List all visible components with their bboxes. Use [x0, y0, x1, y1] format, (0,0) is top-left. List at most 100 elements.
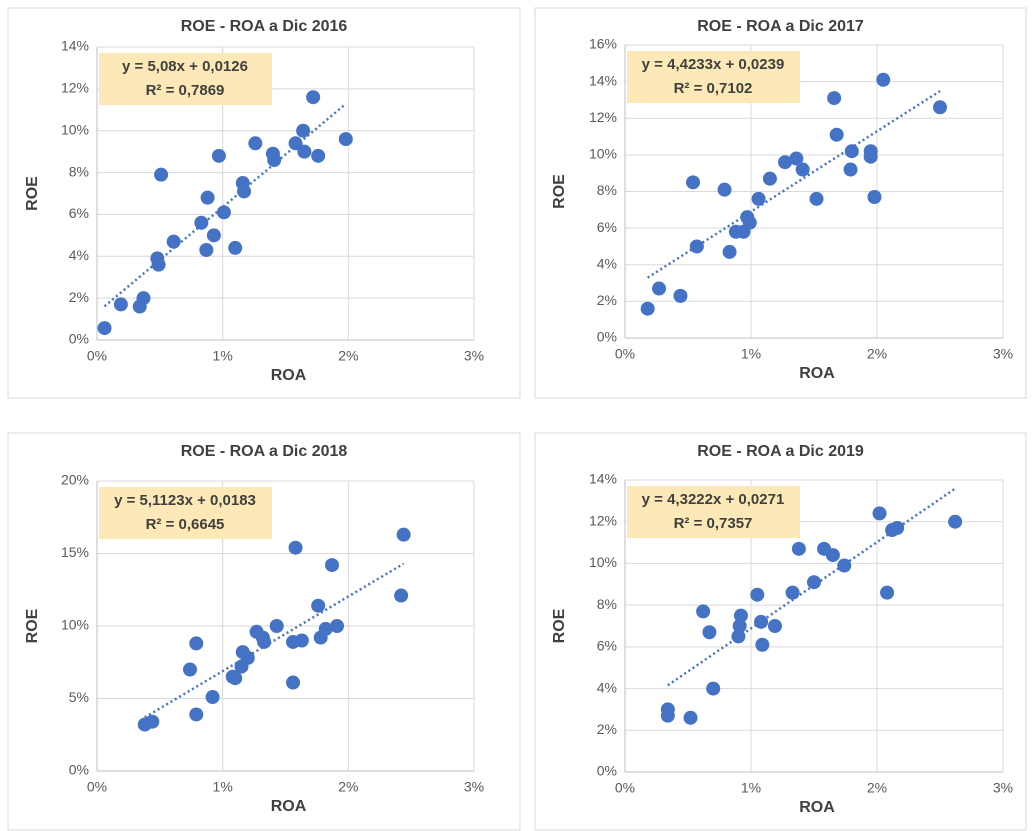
point	[686, 175, 701, 190]
r-squared: R² = 0,7102	[674, 80, 753, 97]
point	[750, 587, 765, 602]
point	[194, 215, 209, 230]
chart-title: ROE - ROA a Dic 2016	[181, 18, 348, 35]
point	[151, 257, 166, 272]
point	[205, 690, 220, 705]
point	[660, 708, 675, 723]
y-tick-label: 6%	[597, 219, 617, 235]
chart: 0% 2% 4% 6% 8% 10% 12% 14% 0% 1% 2% 3% ROE - ROA a D…	[7, 7, 521, 399]
point	[269, 619, 284, 633]
point	[330, 619, 345, 633]
point	[145, 714, 160, 729]
point	[294, 633, 309, 648]
x-tick-label: 1%	[741, 346, 761, 362]
point	[867, 189, 882, 204]
point	[228, 671, 243, 686]
point	[673, 288, 688, 303]
point	[795, 162, 810, 177]
point	[311, 598, 326, 613]
point	[211, 148, 226, 163]
y-tick-label: 14%	[589, 471, 617, 487]
point	[791, 541, 806, 556]
y-tick-label: 20%	[61, 472, 89, 488]
x-tick-label: 3%	[993, 780, 1013, 796]
y-tick-label: 12%	[61, 80, 89, 96]
y-tick-label: 14%	[61, 38, 89, 54]
equation-box	[99, 487, 272, 539]
point	[844, 144, 859, 159]
x-axis-label: ROA	[271, 367, 307, 384]
x-tick-label: 2%	[867, 780, 887, 796]
point	[199, 243, 214, 258]
point	[267, 153, 282, 168]
y-tick-label: 8%	[597, 182, 617, 198]
point	[689, 239, 704, 254]
trendline-equation: y = 5,08x + 0,0126	[122, 58, 248, 75]
y-tick-label: 0%	[69, 762, 89, 778]
trendline-equation: y = 4,4233x + 0,0239	[642, 56, 785, 73]
chart: 0% 2% 4% 6% 8% 10% 12% 14% 0% 1% 2% 3% ROE - ROA a D…	[534, 432, 1027, 831]
y-tick-label: 8%	[597, 596, 617, 612]
y-axis-label: ROE	[551, 174, 568, 209]
y-tick-label: 10%	[61, 121, 89, 137]
y-axis-label: ROE	[24, 608, 41, 643]
chart: 0% 5% 10% 15% 20% 0% 1% 2% 3% ROE - ROA a Dic 201…	[7, 432, 521, 831]
x-tick-label: 0%	[615, 780, 635, 796]
y-tick-label: 10%	[589, 146, 617, 162]
point	[933, 100, 947, 115]
y-tick-label: 16%	[589, 36, 617, 52]
equation-box	[627, 51, 800, 103]
x-tick-label: 2%	[867, 346, 887, 362]
point	[755, 637, 770, 652]
x-axis-label: ROA	[799, 799, 835, 816]
point	[396, 527, 411, 542]
trendline-equation: y = 4,3222x + 0,0271	[642, 491, 785, 508]
r-squared: R² = 0,7357	[674, 515, 753, 532]
y-tick-label: 0%	[69, 331, 89, 347]
trendline	[667, 487, 956, 687]
point	[890, 520, 905, 535]
point	[948, 514, 963, 529]
y-tick-label: 10%	[589, 554, 617, 570]
point	[880, 585, 895, 600]
x-axis-label: ROA	[799, 365, 835, 382]
point	[228, 240, 243, 255]
trendline-equation: y = 5,1123x + 0,0183	[114, 492, 256, 509]
x-tick-label: 0%	[87, 348, 107, 364]
point	[640, 301, 655, 316]
equation-box	[627, 486, 800, 538]
point	[182, 662, 197, 677]
y-tick-label: 6%	[597, 638, 617, 654]
point	[200, 190, 215, 205]
trendline	[144, 562, 405, 719]
point	[767, 619, 782, 633]
point	[288, 136, 303, 151]
y-tick-label: 2%	[69, 289, 89, 305]
point	[706, 681, 721, 696]
x-axis-label: ROA	[271, 798, 307, 815]
y-tick-label: 4%	[597, 679, 617, 695]
point	[237, 184, 252, 199]
point	[189, 636, 204, 651]
x-tick-label: 0%	[87, 779, 107, 795]
point	[827, 91, 842, 106]
point	[754, 614, 769, 629]
point	[288, 540, 303, 555]
point	[722, 244, 737, 259]
x-tick-label: 2%	[338, 779, 358, 795]
point	[863, 149, 878, 164]
y-tick-label: 14%	[589, 72, 617, 88]
point	[136, 291, 151, 306]
y-axis-label: ROE	[551, 608, 568, 643]
point	[807, 575, 821, 590]
point	[296, 123, 311, 138]
y-tick-label: 12%	[589, 512, 617, 528]
point	[789, 151, 804, 166]
x-tick-label: 3%	[464, 348, 484, 364]
point	[206, 228, 221, 243]
point	[113, 297, 128, 312]
point	[318, 621, 333, 636]
x-tick-label: 1%	[741, 780, 761, 796]
point	[696, 604, 711, 619]
